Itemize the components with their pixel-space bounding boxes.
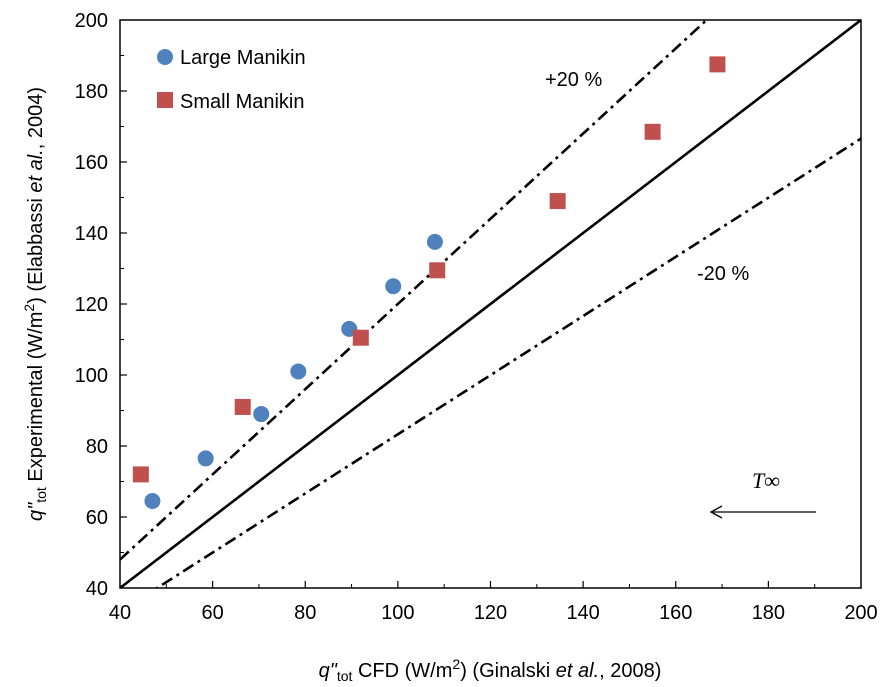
y-tick-label: 160 [75, 152, 108, 174]
small-manikin-point [429, 262, 446, 279]
x-axis-ticks: 40 60 80 100 120 140 160 180 200 [109, 581, 878, 624]
t-infinity-arrow-icon [709, 505, 816, 519]
plus-20-percent-label: +20 % [545, 69, 602, 91]
small-manikin-point [352, 329, 369, 346]
small-manikin-point [132, 466, 149, 483]
large-manikin-point [253, 406, 270, 423]
legend-label-large-manikin: Large Manikin [180, 47, 306, 69]
legend-marker-large-manikin [157, 49, 173, 65]
y-tick-label: 140 [75, 223, 108, 245]
y-tick-label: 80 [86, 436, 108, 458]
x-tick-label: 80 [294, 602, 316, 624]
large-manikin-point [290, 363, 307, 380]
y-tick-label: 100 [75, 365, 108, 387]
legend-marker-small-manikin [157, 92, 173, 108]
x-tick-label: 160 [659, 602, 692, 624]
y-axis-title: q"tot Experimental (W/m2) (Elabbassi et … [21, 87, 49, 521]
legend: Large Manikin Small Manikin [157, 47, 306, 113]
y-tick-label: 180 [75, 81, 108, 103]
small-manikin-point [644, 123, 661, 140]
one-to-one-line [120, 20, 861, 588]
y-tick-label: 200 [75, 10, 108, 32]
minus-20-percent-line [154, 137, 861, 588]
plus-20-percent-line [120, 20, 709, 561]
y-tick-label: 120 [75, 294, 108, 316]
x-tick-label: 40 [109, 602, 131, 624]
reference-lines [120, 20, 861, 588]
data-points [132, 56, 726, 510]
large-manikin-point [197, 450, 214, 467]
small-manikin-point [549, 193, 566, 210]
x-tick-label: 180 [752, 602, 785, 624]
large-manikin-point [426, 233, 443, 250]
t-infinity-label: T∞ [752, 468, 780, 493]
small-manikin-point [709, 56, 726, 73]
x-tick-label: 100 [381, 602, 414, 624]
small-manikin-point [234, 398, 251, 415]
x-axis-title: q"tot CFD (W/m2) (Ginalski et al., 2008) [319, 656, 662, 684]
y-tick-label: 60 [86, 507, 108, 529]
large-manikin-point [385, 278, 402, 295]
minus-20-percent-label: -20 % [697, 263, 749, 285]
x-tick-label: 120 [474, 602, 507, 624]
y-axis-ticks: 40 60 80 100 120 140 160 180 200 [75, 10, 127, 600]
x-tick-label: 140 [566, 602, 599, 624]
x-tick-label: 60 [202, 602, 224, 624]
legend-label-small-manikin: Small Manikin [180, 91, 304, 113]
x-tick-label: 200 [844, 602, 877, 624]
y-tick-label: 40 [86, 578, 108, 600]
large-manikin-point [144, 493, 161, 510]
